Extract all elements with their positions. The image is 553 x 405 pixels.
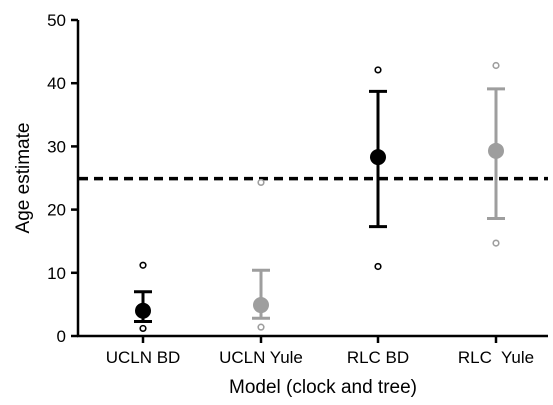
- mean-point: [370, 149, 386, 166]
- axes: 0 10 20 30 40 50 UCLN BD UCLN Yule RLC BD RLC Yu…: [47, 11, 548, 367]
- x-tick-label-1: UCLN Yule: [219, 348, 303, 367]
- estimate-group-1: [252, 178, 270, 331]
- y-tick-label-10: 10: [47, 264, 66, 283]
- max-point: [257, 178, 265, 187]
- min-point: [374, 262, 382, 271]
- mean-point: [253, 297, 269, 314]
- mean-point: [488, 142, 504, 159]
- mean-point: [135, 302, 151, 319]
- estimates-layer: [134, 61, 505, 333]
- x-axis-ticks: UCLN BD UCLN Yule RLC BD RLC Yule: [106, 336, 534, 367]
- x-tick-label-3: RLC Yule: [458, 348, 534, 367]
- max-point: [492, 61, 500, 70]
- y-tick-label-50: 50: [47, 11, 66, 30]
- y-tick-label-0: 0: [57, 327, 66, 346]
- y-axis-ticks: 0 10 20 30 40 50: [47, 11, 78, 346]
- min-point: [257, 323, 265, 331]
- y-tick-label-30: 30: [47, 137, 66, 156]
- y-tick-label-40: 40: [47, 74, 66, 93]
- max-point: [374, 66, 382, 74]
- x-tick-label-0: UCLN BD: [106, 348, 181, 367]
- min-point: [139, 324, 147, 333]
- y-axis-title: Age estimate: [13, 123, 34, 234]
- x-axis-title: Model (clock and tree): [229, 377, 417, 398]
- x-tick-label-2: RLC BD: [347, 348, 409, 367]
- estimate-group-3: [487, 61, 505, 247]
- min-point: [492, 239, 500, 247]
- y-tick-label-20: 20: [47, 201, 66, 220]
- max-point: [139, 261, 147, 269]
- estimate-group-0: [134, 261, 152, 333]
- estimate-group-2: [369, 66, 387, 271]
